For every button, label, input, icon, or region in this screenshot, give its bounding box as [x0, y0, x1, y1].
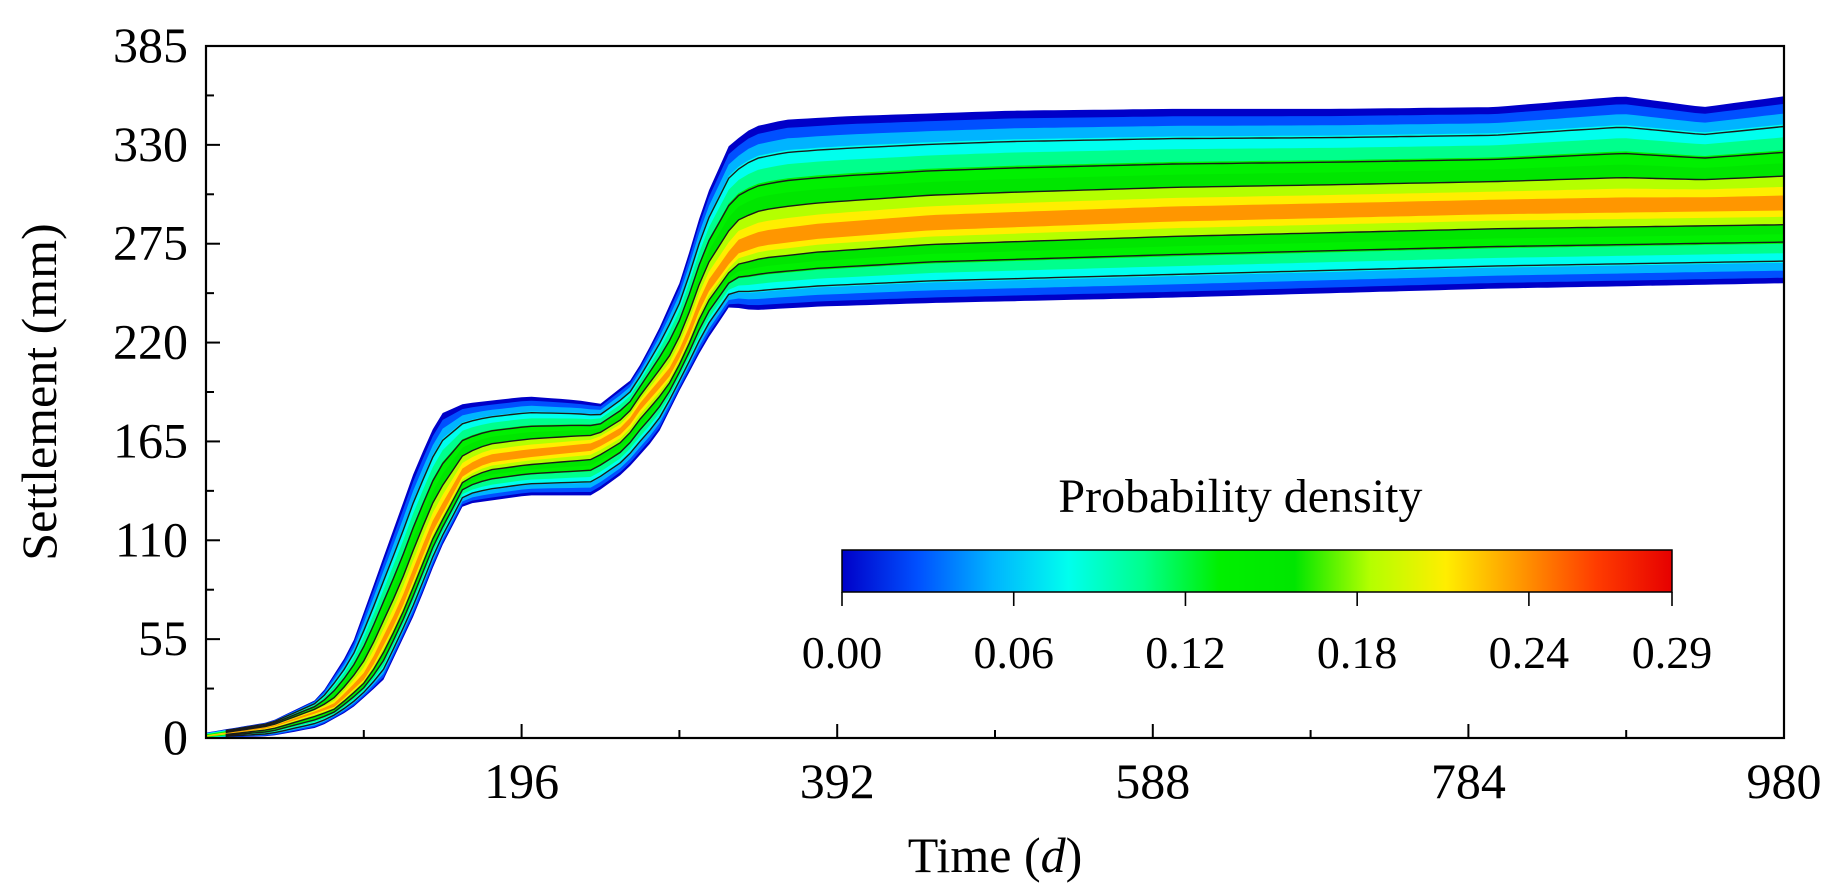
- x-tick-label: 588: [1115, 753, 1190, 809]
- x-tick-label: 980: [1747, 753, 1822, 809]
- x-tick-label: 784: [1431, 753, 1506, 809]
- y-axis-label: Settlement (mm): [11, 223, 67, 560]
- contour-line: [225, 241, 1784, 737]
- colorbar-title: Probability density: [1058, 470, 1422, 523]
- y-tick-label: 110: [115, 511, 188, 567]
- colorbar: Probability density 0.00 0.06 0.12 0.18 0.24…: [802, 470, 1713, 678]
- y-axis: 0 55 110 165 220 275 330 385: [113, 17, 220, 765]
- contour-line: [225, 151, 1784, 733]
- contour-line: [225, 224, 1784, 736]
- colorbar-strip: [841, 549, 1673, 593]
- y-tick-label: 220: [113, 314, 188, 370]
- colorbar-ticks: 0.00 0.06 0.12 0.18 0.24 0.29: [802, 592, 1713, 678]
- x-axis: 196 392 588 784 980: [362, 724, 1822, 809]
- contour-line: [225, 175, 1784, 734]
- colorbar-tick-label: 0.12: [1145, 627, 1226, 678]
- contour-line: [225, 125, 1784, 732]
- contour-line: [225, 260, 1784, 737]
- y-tick-label: 165: [113, 412, 188, 468]
- y-tick-label: 55: [138, 610, 188, 666]
- x-tick-label: 392: [800, 753, 875, 809]
- y-tick-label: 330: [113, 116, 188, 172]
- colorbar-tick-label: 0.24: [1489, 627, 1570, 678]
- colorbar-tick-label: 0.18: [1317, 627, 1398, 678]
- colorbar-tick-label: 0.00: [802, 627, 883, 678]
- x-tick-label: 196: [484, 753, 559, 809]
- y-tick-label: 385: [113, 17, 188, 73]
- density-bands: [206, 96, 1784, 738]
- colorbar-tick-label: 0.29: [1632, 627, 1713, 678]
- x-axis-label: Time (d): [908, 827, 1083, 883]
- colorbar-tick-label: 0.06: [973, 627, 1054, 678]
- contour-lines: [225, 125, 1784, 737]
- y-tick-label: 0: [163, 709, 188, 765]
- y-tick-label: 275: [113, 215, 188, 271]
